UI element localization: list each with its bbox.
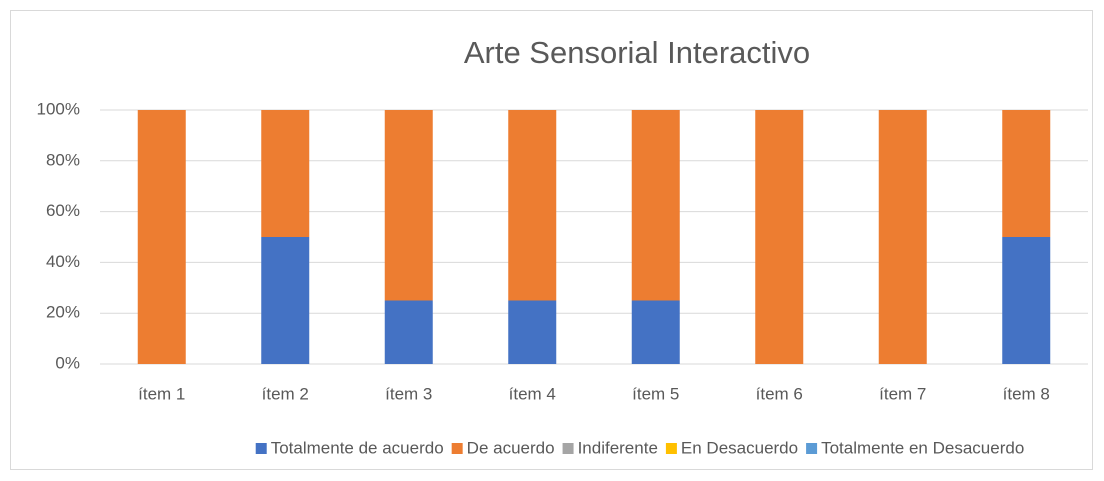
- x-tick-label: ítem 5: [632, 384, 679, 403]
- bar-segment: [631, 110, 680, 301]
- y-tick-label: 20%: [46, 303, 80, 322]
- x-tick-label: ítem 7: [879, 384, 926, 403]
- chart-title: Arte Sensorial Interactivo: [464, 35, 810, 70]
- legend-label: Indiferente: [578, 438, 658, 457]
- bar-segment: [631, 300, 680, 364]
- legend-swatch: [255, 443, 267, 454]
- bar-segment: [1002, 110, 1051, 237]
- bar-segment: [261, 110, 310, 237]
- bar-segment: [508, 300, 557, 364]
- x-tick-label: ítem 8: [1003, 384, 1050, 403]
- y-tick-label: 60%: [46, 201, 80, 220]
- bar-segment: [384, 300, 433, 364]
- bar-segment: [261, 237, 310, 364]
- bar-segment: [508, 110, 557, 301]
- x-tick-label: ítem 3: [385, 384, 432, 403]
- legend-label: En Desacuerdo: [681, 438, 798, 457]
- bar-segment: [137, 110, 186, 364]
- bar-segment: [878, 110, 927, 364]
- legend-swatch: [806, 443, 818, 454]
- x-tick-label: ítem 2: [262, 384, 309, 403]
- legend-swatch: [562, 443, 574, 454]
- bar-segment: [384, 110, 433, 301]
- x-tick-label: ítem 1: [138, 384, 185, 403]
- y-tick-label: 100%: [37, 99, 80, 118]
- bar-segment: [1002, 237, 1051, 364]
- x-tick-label: ítem 6: [756, 384, 803, 403]
- y-tick-label: 0%: [55, 353, 80, 372]
- y-tick-label: 80%: [46, 150, 80, 169]
- legend-swatch: [451, 443, 463, 454]
- legend-swatch: [665, 443, 677, 454]
- x-tick-label: ítem 4: [509, 384, 556, 403]
- y-tick-label: 40%: [46, 252, 80, 271]
- legend-label: De acuerdo: [467, 438, 555, 457]
- legend-label: Totalmente de acuerdo: [271, 438, 444, 457]
- bar-segment: [755, 110, 804, 364]
- legend-label: Totalmente en Desacuerdo: [821, 438, 1024, 457]
